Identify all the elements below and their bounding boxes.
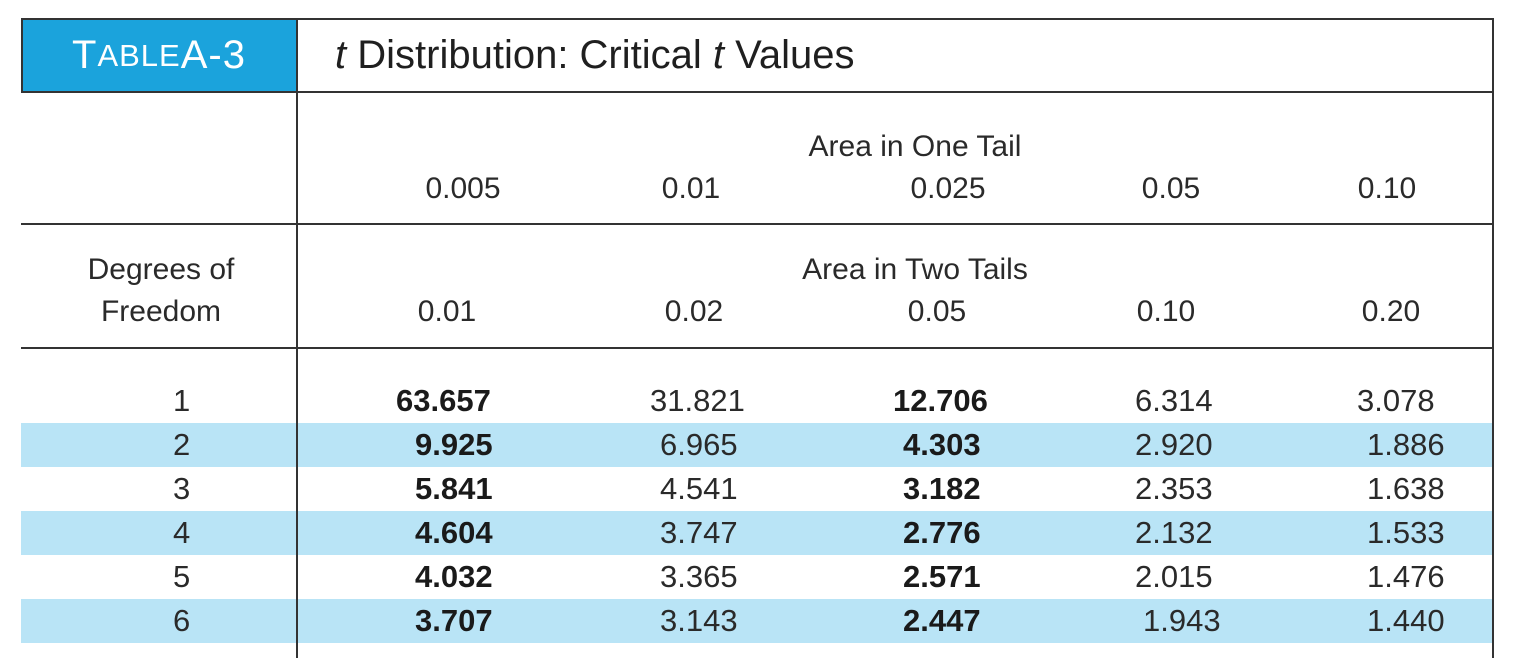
df-cell: 4 xyxy=(173,515,191,550)
one-tail-col-1: 0.005 xyxy=(425,172,501,205)
df-label-line1: Degrees of xyxy=(87,253,235,286)
two-tails-col-5: 0.20 xyxy=(1361,295,1421,328)
two-tails-col-3: 0.05 xyxy=(907,295,967,328)
one-tail-label: Area in One Tail xyxy=(808,130,1022,163)
one-tail-divider xyxy=(21,223,1494,225)
df-cell: 1 xyxy=(173,383,191,418)
table-row-df-3: 3 5.841 4.541 3.182 2.353 1.638 xyxy=(21,467,1494,511)
right-border xyxy=(1492,18,1494,658)
two-tails-divider xyxy=(21,347,1494,349)
badge-suffix: A-3 xyxy=(180,33,246,77)
value-cell: 1.476 xyxy=(1367,559,1445,594)
value-cell: 2.015 xyxy=(1135,559,1213,594)
value-cell: 1.533 xyxy=(1367,515,1445,550)
value-cell: 5.841 xyxy=(415,471,493,506)
value-cell: 2.920 xyxy=(1135,427,1213,462)
title-end: Values xyxy=(724,33,855,77)
badge-smallcaps: ABLE xyxy=(97,37,181,73)
value-cell: 2.776 xyxy=(903,515,981,550)
value-cell: 6.965 xyxy=(660,427,738,462)
title-var-t1: t xyxy=(335,33,347,77)
value-cell: 1.638 xyxy=(1367,471,1445,506)
value-cell: 12.706 xyxy=(893,383,988,418)
title-var-t2: t xyxy=(712,33,725,77)
df-cell: 5 xyxy=(173,559,191,594)
table-row-df-1: 1 63.657 31.821 12.706 6.314 3.078 xyxy=(21,379,1494,423)
one-tail-col-3: 0.025 xyxy=(910,172,986,205)
two-tails-col-1: 0.01 xyxy=(417,295,477,328)
value-cell: 4.541 xyxy=(660,471,738,506)
right-border-overlay xyxy=(1492,347,1494,658)
value-cell: 63.657 xyxy=(396,383,491,418)
one-tail-col-2: 0.01 xyxy=(661,172,721,205)
value-cell: 2.353 xyxy=(1135,471,1213,506)
value-cell: 4.604 xyxy=(415,515,493,550)
table-a3: T ABLE A-3 t Distribution: Critical t Val… xyxy=(21,18,1494,658)
value-cell: 3.078 xyxy=(1357,383,1435,418)
table-row-df-4: 4 4.604 3.747 2.776 2.132 1.533 xyxy=(21,511,1494,555)
value-cell: 31.821 xyxy=(650,383,745,418)
top-border xyxy=(21,18,1494,20)
df-cell: 2 xyxy=(173,427,191,462)
two-tails-label: Area in Two Tails xyxy=(802,253,1028,286)
df-cell: 6 xyxy=(173,603,191,638)
one-tail-col-5: 0.10 xyxy=(1357,172,1417,205)
df-cell: 3 xyxy=(173,471,191,506)
value-cell: 2.447 xyxy=(903,603,981,638)
table-title: t Distribution: Critical t Values xyxy=(297,18,854,93)
title-divider xyxy=(21,91,1494,93)
badge-prefix: T xyxy=(72,33,98,77)
table-row-df-5: 5 4.032 3.365 2.571 2.015 1.476 xyxy=(21,555,1494,599)
table-row-df-6: 6 3.707 3.143 2.447 1.943 1.440 xyxy=(21,599,1494,643)
value-cell: 2.571 xyxy=(903,559,981,594)
df-column-divider-overlay xyxy=(296,347,298,658)
value-cell: 9.925 xyxy=(415,427,493,462)
left-border xyxy=(21,18,23,93)
title-middle: Distribution: Critical xyxy=(346,33,713,77)
two-tails-col-2: 0.02 xyxy=(664,295,724,328)
value-cell: 3.707 xyxy=(415,603,493,638)
value-cell: 4.303 xyxy=(903,427,981,462)
value-cell: 1.440 xyxy=(1367,603,1445,638)
value-cell: 3.182 xyxy=(903,471,981,506)
value-cell: 3.747 xyxy=(660,515,738,550)
two-tails-col-4: 0.10 xyxy=(1136,295,1196,328)
value-cell: 1.943 xyxy=(1143,603,1221,638)
value-cell: 3.143 xyxy=(660,603,738,638)
value-cell: 2.132 xyxy=(1135,515,1213,550)
df-column-divider xyxy=(296,18,298,658)
df-label-line2: Freedom xyxy=(100,295,222,328)
value-cell: 6.314 xyxy=(1135,383,1213,418)
one-tail-col-4: 0.05 xyxy=(1141,172,1201,205)
value-cell: 4.032 xyxy=(415,559,493,594)
table-row-df-2: 2 9.925 6.965 4.303 2.920 1.886 xyxy=(21,423,1494,467)
value-cell: 1.886 xyxy=(1367,427,1445,462)
table-number-badge: T ABLE A-3 xyxy=(21,18,297,93)
value-cell: 3.365 xyxy=(660,559,738,594)
